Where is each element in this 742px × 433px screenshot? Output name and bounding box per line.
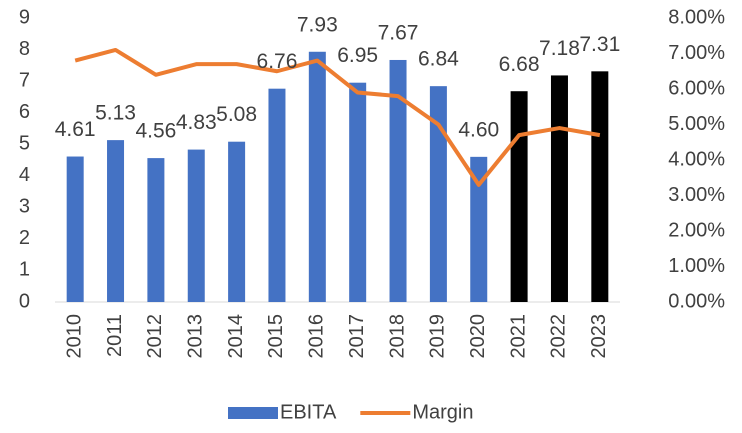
- line: [74, 47, 601, 187]
- bar: [550, 75, 568, 302]
- y2-tick-label: 2.00%: [668, 219, 725, 241]
- x-tick-label: 2012: [144, 314, 166, 359]
- x-tick-label: 2021: [507, 314, 529, 359]
- y-tick-label: 4: [19, 164, 30, 186]
- data-label: 4.56: [135, 120, 176, 143]
- x-tick-label: 2019: [427, 314, 449, 359]
- y-tick-label: 5: [19, 133, 30, 155]
- data-label: 5.13: [95, 102, 136, 125]
- bar: [349, 82, 367, 302]
- data-label: 6.76: [257, 50, 298, 73]
- bar: [510, 91, 528, 302]
- bar: [107, 140, 125, 302]
- y-tick-label: 2: [19, 227, 30, 249]
- legend-label: EBITA: [280, 401, 337, 423]
- x-tick-label: 2017: [346, 314, 368, 359]
- data-label: 7.93: [297, 13, 338, 36]
- data-label: 4.83: [176, 111, 217, 134]
- y2-tick-label: 8.00%: [668, 6, 725, 28]
- data-label: 4.60: [458, 118, 499, 141]
- y-tick-label: 3: [19, 196, 30, 218]
- bar: [66, 156, 84, 302]
- x-tick-label: 2011: [104, 314, 126, 357]
- legend-label: Margin: [412, 401, 473, 423]
- data-label: 6.95: [337, 44, 378, 67]
- bar: [147, 158, 165, 302]
- y2-tick-label: 1.00%: [668, 255, 725, 277]
- data-label: 4.61: [55, 118, 96, 141]
- y-tick-label: 7: [19, 69, 30, 91]
- data-label: 7.18: [539, 37, 580, 60]
- y2-tick-label: 7.00%: [668, 42, 725, 64]
- data-label: 6.68: [499, 53, 540, 76]
- data-label: 7.67: [378, 22, 419, 45]
- y-tick-label: 1: [19, 259, 30, 281]
- x-tick-label: 2010: [63, 314, 85, 359]
- bar: [308, 51, 326, 302]
- bar: [470, 156, 488, 302]
- bar: [268, 88, 286, 302]
- bar: [228, 141, 246, 302]
- x-tick-label: 2022: [548, 314, 570, 359]
- y-tick-label: 6: [19, 101, 30, 123]
- y2-tick-label: 4.00%: [668, 148, 725, 170]
- y-tick-label: 0: [19, 290, 30, 312]
- y2-tick-label: 0.00%: [668, 290, 725, 312]
- x-tick-label: 2016: [306, 314, 328, 359]
- legend-swatch: [228, 407, 278, 419]
- y2-tick-label: 6.00%: [668, 77, 725, 99]
- data-label: 5.08: [216, 103, 257, 126]
- bar: [187, 149, 205, 302]
- y2-tick-label: 5.00%: [668, 113, 725, 135]
- data-label: 7.31: [579, 33, 620, 56]
- bar: [389, 59, 407, 302]
- x-tick-label: 2020: [467, 314, 489, 359]
- x-tick-label: 2018: [386, 314, 408, 359]
- x-tick-label: 2014: [225, 314, 247, 359]
- x-tick-label: 2015: [265, 314, 287, 359]
- y2-tick-label: 3.00%: [668, 184, 725, 206]
- y-tick-label: 8: [19, 38, 30, 60]
- x-tick-label: 2023: [588, 314, 610, 359]
- data-label: 6.84: [418, 48, 459, 71]
- bar: [591, 71, 609, 302]
- bar: [429, 86, 447, 302]
- y-tick-label: 9: [19, 6, 30, 28]
- x-tick-label: 2013: [185, 314, 207, 359]
